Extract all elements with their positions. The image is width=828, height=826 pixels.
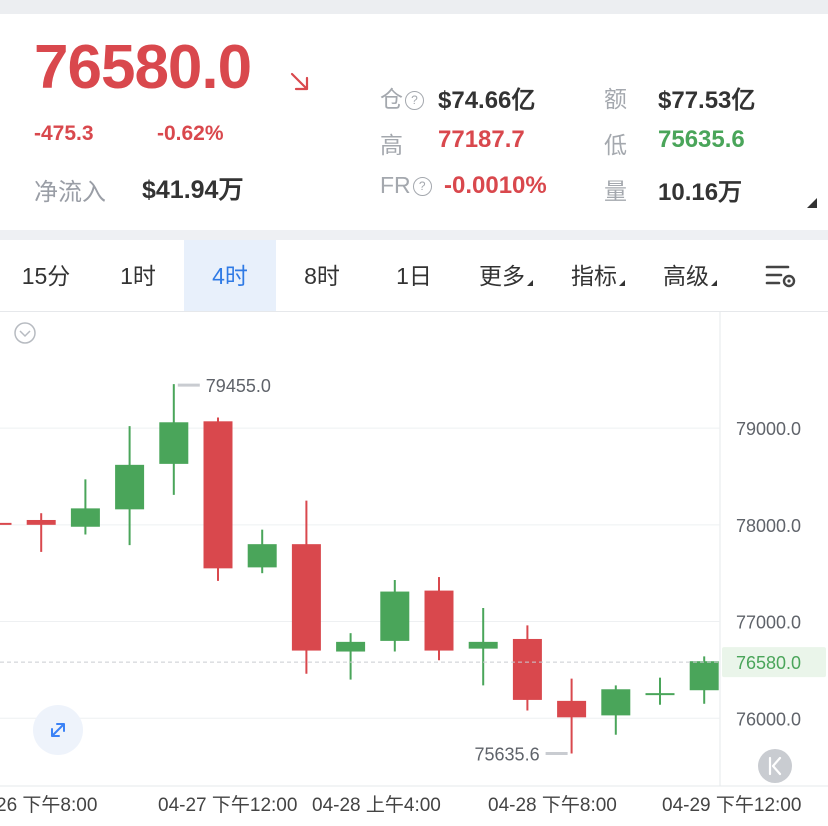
candle-body xyxy=(512,638,542,700)
x-tick-label: 04-28 上午4:00 xyxy=(312,794,441,816)
candle[interactable] xyxy=(645,677,675,705)
candle[interactable] xyxy=(424,577,454,661)
candle[interactable] xyxy=(159,384,189,495)
price-change-percent: -0.62% xyxy=(157,122,224,145)
candle-body xyxy=(424,590,454,651)
candle[interactable] xyxy=(689,656,719,704)
candle[interactable] xyxy=(336,633,366,680)
price-change: -475.3 xyxy=(34,122,94,145)
open-interest-value: $74.66亿 xyxy=(438,87,536,114)
last-price: 76580.0 xyxy=(34,33,252,102)
expand-arrows-icon[interactable] xyxy=(33,705,83,755)
candle-body xyxy=(380,591,410,641)
candle[interactable] xyxy=(291,500,321,674)
x-tick-label: 04-27 下午12:00 xyxy=(158,794,297,816)
turnover-value: $77.53亿 xyxy=(658,87,756,114)
ticker-header: 76580.0 -475.3 -0.62% 净流入 $41.94万 仓? $74… xyxy=(0,14,828,230)
tabs-divider xyxy=(0,311,828,312)
high-value: 77187.7 xyxy=(438,126,525,153)
high-label: 高 xyxy=(380,132,403,158)
turnover-label: 额 xyxy=(604,86,627,112)
candle-body xyxy=(247,544,277,568)
down-right-arrow-icon xyxy=(290,72,309,91)
y-tick-label: 76000.0 xyxy=(736,709,801,729)
candle[interactable] xyxy=(0,515,12,525)
current-price-tag xyxy=(722,647,826,678)
dropdown-triangle-icon xyxy=(527,280,533,286)
funding-rate-value: -0.0010% xyxy=(444,172,547,199)
candle[interactable] xyxy=(601,685,631,735)
x-tick-label: 04-29 下午12:00 xyxy=(662,794,801,816)
chevron-down-circle-icon[interactable] xyxy=(14,322,36,344)
candle-body xyxy=(70,508,100,527)
candle-body xyxy=(468,641,498,649)
max-label: 79455.0 xyxy=(206,376,271,396)
candle[interactable] xyxy=(557,678,587,754)
candle[interactable] xyxy=(70,479,100,535)
tab-1d[interactable]: 1日 xyxy=(396,263,432,289)
candle-body xyxy=(26,519,56,525)
candle[interactable] xyxy=(512,625,542,711)
open-interest-label: 仓? xyxy=(380,80,424,114)
tab-indicators[interactable]: 指标 xyxy=(552,240,644,312)
chart-settings-icon[interactable] xyxy=(764,262,798,290)
current-price-label: 76580.0 xyxy=(736,653,801,673)
funding-rate-label: FR? xyxy=(380,172,432,199)
candle[interactable] xyxy=(115,426,145,546)
tab-15m[interactable]: 15分 xyxy=(21,263,71,289)
x-tick-label: 26 下午8:00 xyxy=(0,794,97,816)
tab-1h[interactable]: 1时 xyxy=(120,263,156,289)
jump-to-latest-icon[interactable] xyxy=(758,749,792,783)
candle[interactable] xyxy=(468,608,498,686)
candle-body xyxy=(291,544,321,651)
candle-body xyxy=(336,641,366,652)
volume-value: 10.16万 xyxy=(658,179,743,206)
candle[interactable] xyxy=(203,417,233,581)
candle[interactable] xyxy=(247,529,277,574)
candle[interactable] xyxy=(380,579,410,652)
help-icon[interactable]: ? xyxy=(412,177,432,196)
low-label: 低 xyxy=(604,132,627,158)
interval-tabs: 15分 1时 4时 8时 1日 更多 指标 高级 xyxy=(0,240,828,312)
volume-label: 量 xyxy=(604,178,627,204)
candle-body xyxy=(645,693,675,696)
tab-more[interactable]: 更多 xyxy=(460,240,552,312)
y-tick-label: 78000.0 xyxy=(736,516,801,536)
net-inflow-label: 净流入 xyxy=(34,179,106,206)
section-divider xyxy=(0,230,828,240)
low-value: 75635.6 xyxy=(658,126,745,153)
help-icon[interactable]: ? xyxy=(405,91,424,110)
dropdown-triangle-icon xyxy=(711,280,717,286)
candle-body xyxy=(557,700,587,718)
dropdown-triangle-icon xyxy=(619,280,625,286)
candle-body xyxy=(601,689,631,716)
candle-body xyxy=(689,661,719,691)
candlestick-chart[interactable]: 79000.0 78000.0 77000.0 76000.0 76580.0 7945… xyxy=(0,312,828,826)
candle-body xyxy=(203,421,233,569)
y-tick-label: 77000.0 xyxy=(736,613,801,633)
x-tick-label: 04-28 下午8:00 xyxy=(488,794,617,816)
tab-4h[interactable]: 4时 xyxy=(184,240,276,312)
top-bar xyxy=(0,0,828,14)
candle-body xyxy=(115,464,145,510)
net-inflow-value: $41.94万 xyxy=(142,176,244,204)
candle-body xyxy=(159,422,189,464)
candle-body xyxy=(0,522,12,525)
y-tick-label: 79000.0 xyxy=(736,419,801,439)
tab-advanced[interactable]: 高级 xyxy=(644,240,736,312)
tab-8h[interactable]: 8时 xyxy=(304,263,340,289)
min-label: 75635.6 xyxy=(475,745,540,765)
candle[interactable] xyxy=(26,513,56,552)
expand-corner-icon[interactable] xyxy=(807,198,817,208)
